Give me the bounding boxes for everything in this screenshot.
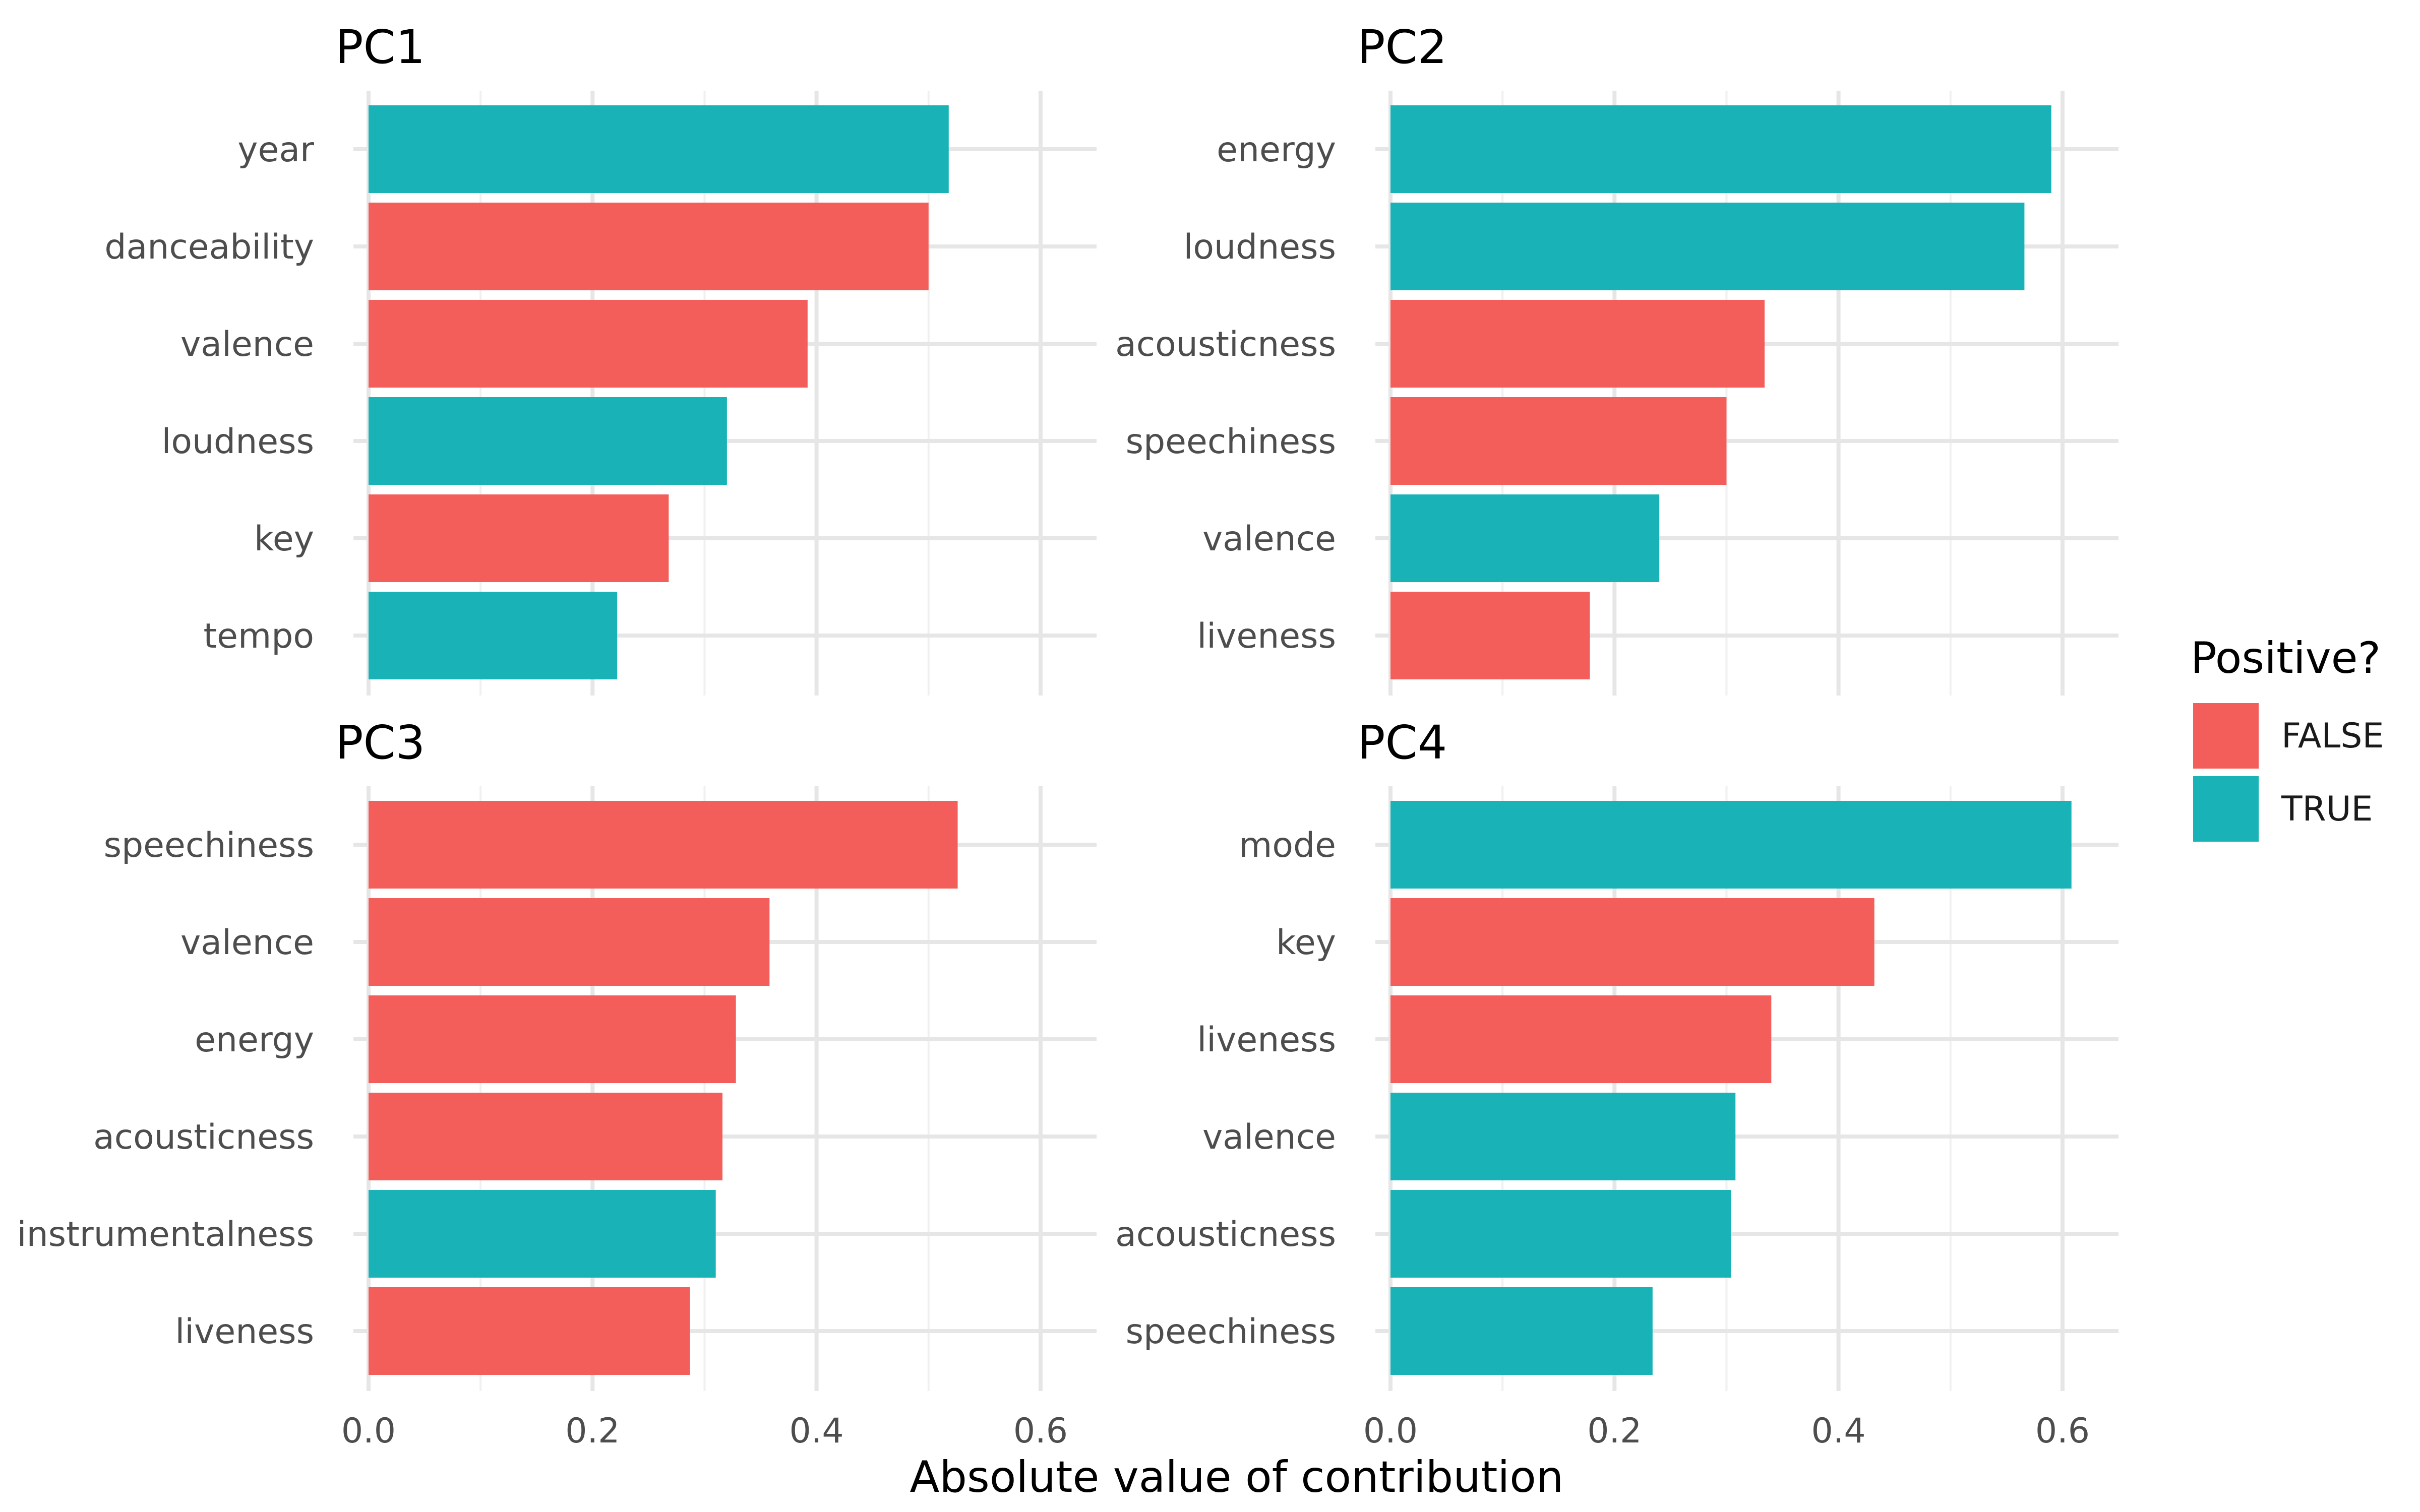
- legend-title: Positive?: [2191, 633, 2381, 683]
- bar-pc1-year: [369, 105, 949, 193]
- x-tick-label: 0.4: [790, 1411, 844, 1451]
- category-label: speechiness: [1126, 422, 1336, 462]
- bar-pc1-tempo: [369, 592, 618, 679]
- x-tick-label: 0.4: [1811, 1411, 1866, 1451]
- category-label: energy: [195, 1020, 314, 1060]
- category-label: loudness: [161, 422, 314, 462]
- category-label: liveness: [1197, 1020, 1336, 1060]
- category-label: year: [237, 130, 314, 170]
- category-label: liveness: [1197, 616, 1336, 656]
- bar-pc4-liveness: [1390, 995, 1772, 1083]
- bar-pc3-acousticness: [369, 1093, 723, 1180]
- x-tick-label: 0.2: [565, 1411, 620, 1451]
- x-tick-label: 0.2: [1587, 1411, 1642, 1451]
- x-tick-label: 0.6: [2035, 1411, 2090, 1451]
- category-label: liveness: [175, 1312, 314, 1352]
- panel-title: PC2: [1357, 20, 1447, 74]
- legend-swatch-true: [2193, 776, 2259, 842]
- bar-pc4-key: [1390, 898, 1874, 986]
- category-label: valence: [1202, 519, 1336, 559]
- category-label: valence: [180, 325, 314, 364]
- category-label: tempo: [203, 616, 314, 656]
- category-label: acousticness: [1115, 1215, 1336, 1254]
- category-label: mode: [1239, 826, 1336, 865]
- bar-pc3-liveness: [369, 1287, 690, 1375]
- legend-label: TRUE: [2281, 789, 2373, 829]
- bar-pc2-valence: [1390, 494, 1660, 582]
- bar-pc4-valence: [1390, 1093, 1736, 1180]
- bar-pc2-speechiness: [1390, 397, 1727, 485]
- bar-pc2-acousticness: [1390, 300, 1765, 388]
- category-label: acousticness: [1115, 325, 1336, 364]
- category-label: danceability: [104, 227, 314, 267]
- x-axis-title: Absolute value of contribution: [910, 1452, 1564, 1502]
- category-label: valence: [1202, 1117, 1336, 1157]
- bar-pc1-loudness: [369, 397, 727, 485]
- bar-pc2-liveness: [1390, 592, 1590, 679]
- category-label: loudness: [1183, 227, 1336, 267]
- category-label: energy: [1217, 130, 1336, 170]
- bar-pc3-valence: [369, 898, 770, 986]
- bar-pc4-mode: [1390, 801, 2072, 889]
- bar-pc2-loudness: [1390, 203, 2025, 290]
- panel-title: PC4: [1357, 716, 1447, 770]
- category-label: speechiness: [1126, 1312, 1336, 1352]
- bar-pc4-speechiness: [1390, 1287, 1653, 1375]
- bar-pc3-energy: [369, 995, 736, 1083]
- x-tick-label: 0.6: [1013, 1411, 1068, 1451]
- category-label: key: [254, 519, 314, 559]
- bar-pc1-valence: [369, 300, 808, 388]
- panel-title: PC1: [335, 20, 425, 74]
- bar-pc3-speechiness: [369, 801, 958, 889]
- legend-label: FALSE: [2281, 716, 2384, 756]
- category-label: valence: [180, 923, 314, 963]
- bar-pc4-acousticness: [1390, 1190, 1731, 1278]
- legend-swatch-false: [2193, 703, 2259, 769]
- bar-pc3-instrumentalness: [369, 1190, 716, 1278]
- bar-pc1-key: [369, 494, 669, 582]
- x-tick-label: 0.0: [1363, 1411, 1418, 1451]
- panel-title: PC3: [335, 716, 425, 770]
- x-tick-label: 0.0: [341, 1411, 396, 1451]
- category-label: instrumentalness: [17, 1215, 314, 1254]
- bar-pc2-energy: [1390, 105, 2051, 193]
- category-label: speechiness: [104, 826, 314, 865]
- bar-pc1-danceability: [369, 203, 929, 290]
- category-label: key: [1276, 923, 1336, 963]
- category-label: acousticness: [93, 1117, 314, 1157]
